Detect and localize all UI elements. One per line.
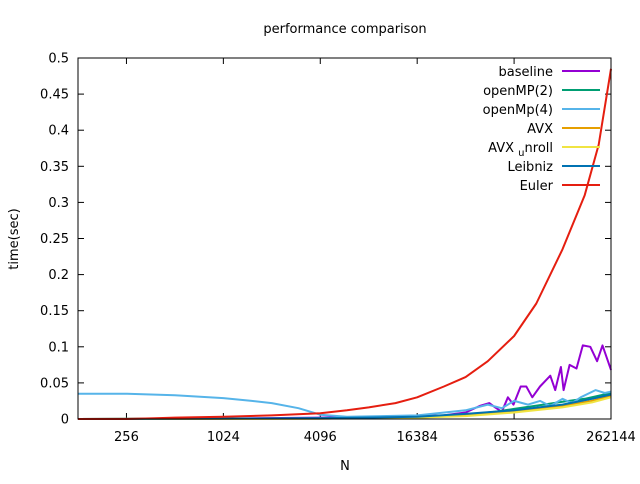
y-tick-label: 0.45 (40, 88, 69, 103)
plot-frame (77, 57, 612, 420)
y-tick-label: 0.4 (48, 124, 69, 139)
y-tick-label: 0.05 (40, 376, 69, 391)
x-tick-label: 65536 (493, 430, 534, 445)
y-tick-label: 0.2 (48, 268, 69, 283)
y-tick-label: 0.25 (40, 232, 69, 247)
legend-label-baseline: baseline (499, 65, 553, 80)
legend-label-avx-unroll: AVX unroll (488, 141, 553, 159)
series-line-euler (78, 68, 612, 420)
legend-label-openmp-2: openMP(2) (483, 84, 553, 99)
legend-label-leibniz: Leibniz (507, 160, 553, 175)
series-line-leibniz (77, 393, 612, 420)
x-tick-label: 16384 (397, 430, 438, 445)
y-tick-label: 0.3 (48, 196, 69, 211)
x-tick-label: 4096 (304, 430, 337, 445)
x-axis-label: N (340, 459, 350, 474)
y-tick-label: 0.35 (40, 160, 69, 175)
y-tick-label: 0.1 (48, 340, 69, 355)
legend-label-openmp-4: openMp(4) (483, 103, 553, 118)
series-layer (77, 68, 612, 420)
x-tick-label: 1024 (207, 430, 240, 445)
y-axis-label: time(sec) (7, 208, 22, 269)
y-tick-label: 0.5 (48, 52, 69, 67)
legend-label-euler: Euler (520, 179, 554, 194)
legend-label-avx: AVX (527, 122, 553, 137)
legend: baseline openMP(2) openMp(4) AVX AVX unrollL… (483, 65, 600, 194)
chart-title: performance comparison (263, 22, 426, 37)
x-tick-label: 262144 (586, 430, 636, 445)
x-tick-label: 256 (114, 430, 139, 445)
y-tick-label: 0.15 (40, 304, 69, 319)
y-tick-label: 0 (61, 413, 69, 428)
ticks-layer: 0 0.05 0.1 0.15 0.2 0.25 0.3 0.35 0.4 0.45 0.5 256 1… (40, 52, 636, 446)
